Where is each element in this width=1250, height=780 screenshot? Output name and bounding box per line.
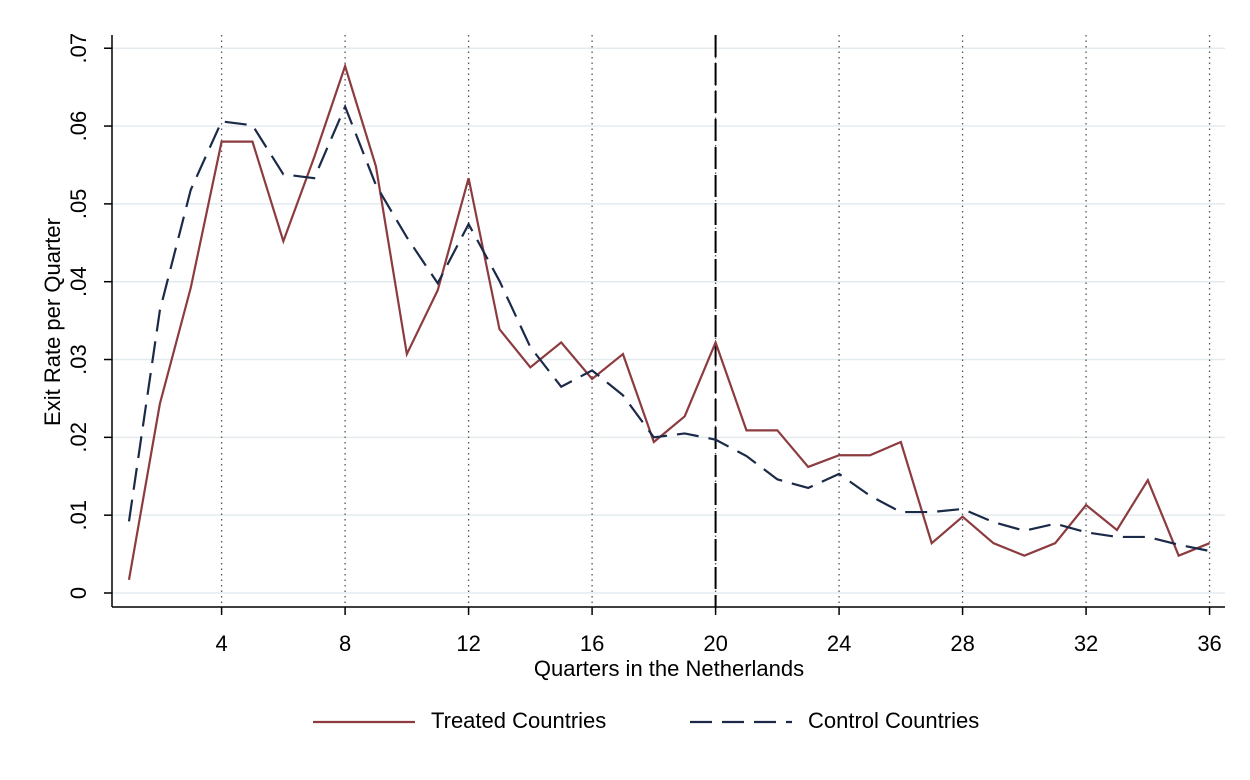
x-tick-label: 8	[339, 631, 351, 656]
y-tick-label: .01	[66, 500, 91, 531]
x-tick-label: 24	[827, 631, 851, 656]
series-line	[127, 62, 1210, 580]
x-tick-label: 12	[456, 631, 480, 656]
y-tick-label: .06	[66, 111, 91, 142]
y-tick-label: 0	[66, 587, 91, 599]
x-tick-label: 32	[1074, 631, 1098, 656]
y-tick-label: .03	[66, 344, 91, 375]
x-tick-label: 16	[580, 631, 604, 656]
series-line	[127, 103, 1210, 553]
y-tick-label: .05	[66, 189, 91, 220]
y-axis-title: Exit Rate per Quarter	[40, 218, 65, 426]
x-tick-label: 4	[215, 631, 227, 656]
y-tick-label: .02	[66, 422, 91, 453]
x-tick-label: 36	[1197, 631, 1221, 656]
x-axis-title: Quarters in the Netherlands	[534, 656, 804, 681]
y-tick-label: .07	[66, 33, 91, 64]
y-tick-label: .04	[66, 266, 91, 297]
x-tick-label: 28	[950, 631, 974, 656]
x-tick-label: 20	[703, 631, 727, 656]
legend-label: Control Countries	[808, 708, 979, 733]
legend-label: Treated Countries	[431, 708, 606, 733]
